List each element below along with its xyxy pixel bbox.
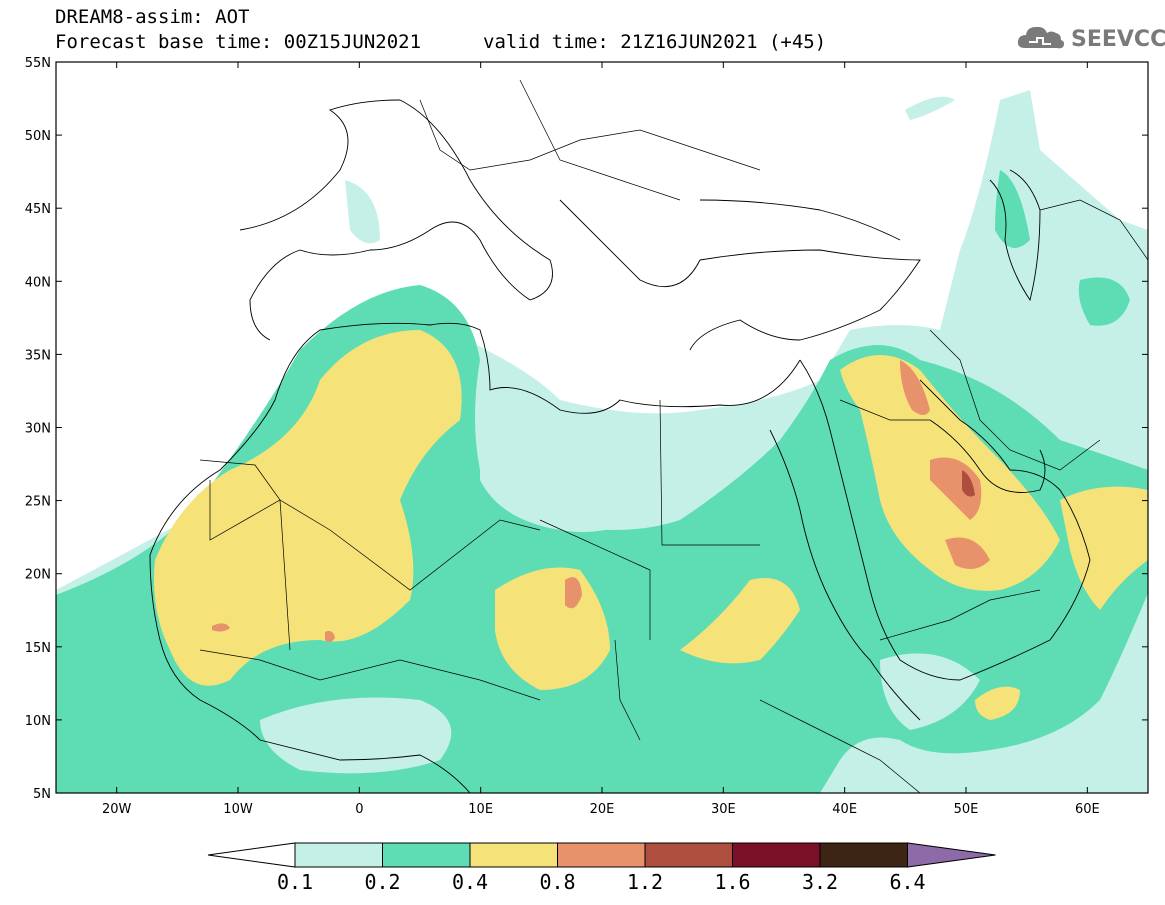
aot-band-1.2-kuwait xyxy=(962,470,975,497)
aot-band-0.8-rub-al-khali xyxy=(945,537,990,569)
lat-label: 5N xyxy=(33,787,51,802)
aot-light-patch-libya xyxy=(480,410,660,532)
longitude-axis: 20W 10W 0 10E 20E 30E 40E 50E 60E xyxy=(102,62,1100,817)
border-libya-egypt xyxy=(659,399,760,546)
border-algeria-mali xyxy=(199,459,541,591)
colorbar-level-label: 0.1 xyxy=(277,870,313,894)
coastline-europe xyxy=(239,99,553,341)
border-saudi-yemen xyxy=(879,589,1041,641)
colorbar-segment xyxy=(469,842,558,868)
colorbar-labels: 0.1 0.2 0.4 0.8 1.2 1.6 3.2 6.4 xyxy=(277,870,926,894)
border-saudi-iraq xyxy=(839,399,930,421)
forecast-base-time: Forecast base time: 00Z15JUN2021 xyxy=(55,31,422,53)
border-libya-chad xyxy=(539,519,651,640)
colorbar-segment xyxy=(557,842,646,868)
aot-band-0.1-black-sea xyxy=(905,96,955,120)
aot-band-0.4-sudan xyxy=(680,578,800,664)
lon-label: 10W xyxy=(223,802,253,817)
coastlines xyxy=(149,99,1091,793)
lat-label: 40N xyxy=(25,275,51,290)
coastline-persian-gulf xyxy=(929,419,1046,493)
lat-label: 25N xyxy=(25,495,51,510)
map-title: DREAM8-assim: AOT xyxy=(55,6,250,28)
aot-band-0.8-chad-spot xyxy=(565,577,582,609)
logo-text: SEEVCCC xyxy=(1071,26,1165,52)
seevccc-logo: SEEVCCC xyxy=(1015,22,1165,56)
aot-band-0.2-central-asia xyxy=(1078,277,1130,326)
aot-band-0.4-yemen xyxy=(975,686,1020,720)
latitude-axis: 55N 50N 45N 40N 35N 30N 25N 20N 15N 10N 5N xyxy=(25,56,1148,802)
colorbar-segment xyxy=(732,842,821,868)
country-borders xyxy=(199,79,1148,793)
colorbar-level-label: 0.2 xyxy=(364,870,400,894)
lon-label: 20E xyxy=(590,802,615,817)
lat-label: 35N xyxy=(25,348,51,363)
cloud-icon xyxy=(1015,22,1067,56)
border-europe-2 xyxy=(519,79,681,201)
lat-label: 20N xyxy=(25,568,51,583)
colorbar-level-label: 1.6 xyxy=(714,870,750,894)
aot-band-0.8-iraq xyxy=(900,360,930,415)
border-iran xyxy=(929,329,1101,471)
colorbar-level-label: 0.4 xyxy=(452,870,488,894)
coastline-north-africa xyxy=(149,322,801,556)
lat-label: 15N xyxy=(25,641,51,656)
colorbar-level-label: 1.2 xyxy=(627,870,663,894)
valid-time: valid time: 21Z16JUN2021 (+45) xyxy=(483,31,827,53)
aot-band-0.4-oman xyxy=(1060,486,1148,610)
aot-band-0.4-chad xyxy=(495,567,610,690)
lat-label: 10N xyxy=(25,714,51,729)
lon-label: 20W xyxy=(102,802,132,817)
coastline-caspian xyxy=(989,169,1041,302)
colorbar-under-triangle xyxy=(207,842,296,868)
aot-band-0.8-mali-spot xyxy=(212,623,230,632)
lat-label: 30N xyxy=(25,422,51,437)
lat-label: 45N xyxy=(25,202,51,217)
border-chad-sudan xyxy=(614,639,641,741)
lon-label: 30E xyxy=(711,802,736,817)
lat-label: 55N xyxy=(25,56,51,71)
colorbar xyxy=(207,842,996,868)
lat-label: 50N xyxy=(25,129,51,144)
colorbar-segment xyxy=(819,842,908,868)
aot-field xyxy=(56,90,1148,793)
colorbar-level-label: 3.2 xyxy=(802,870,838,894)
colorbar-level-label: 0.8 xyxy=(539,870,575,894)
aot-band-0.2-caspian xyxy=(995,170,1030,248)
colorbar-segment xyxy=(644,842,733,868)
lon-label: 50E xyxy=(954,802,979,817)
coastline-west-africa xyxy=(149,554,471,793)
colorbar-segment xyxy=(382,842,471,868)
coastline-balkans-turkey xyxy=(559,199,921,351)
aot-band-0.4-west-sahara xyxy=(154,330,462,686)
border-east-africa xyxy=(759,699,921,793)
colorbar-segment xyxy=(294,842,383,868)
aot-band-0.8-niger-spot xyxy=(325,630,335,643)
coastline-red-sea-west xyxy=(769,429,921,721)
aot-band-0.8-gulf xyxy=(930,457,982,520)
border-kazakhstan xyxy=(1039,199,1148,261)
border-sahel xyxy=(199,649,541,701)
lon-label: 10E xyxy=(468,802,493,817)
aot-band-0.1-europe xyxy=(345,180,380,244)
lon-label: 60E xyxy=(1075,802,1100,817)
lon-label: 40E xyxy=(832,802,857,817)
coastline-arabia-west xyxy=(799,359,1091,681)
colorbar-over-triangle xyxy=(907,842,996,868)
coastline-black-sea xyxy=(699,199,901,241)
aot-light-patch-sahel xyxy=(260,697,452,774)
lon-label: 0 xyxy=(355,802,363,817)
colorbar-level-label: 6.4 xyxy=(889,870,925,894)
border-mauritania xyxy=(209,480,291,651)
aot-light-patch-ethiopia xyxy=(880,653,980,730)
